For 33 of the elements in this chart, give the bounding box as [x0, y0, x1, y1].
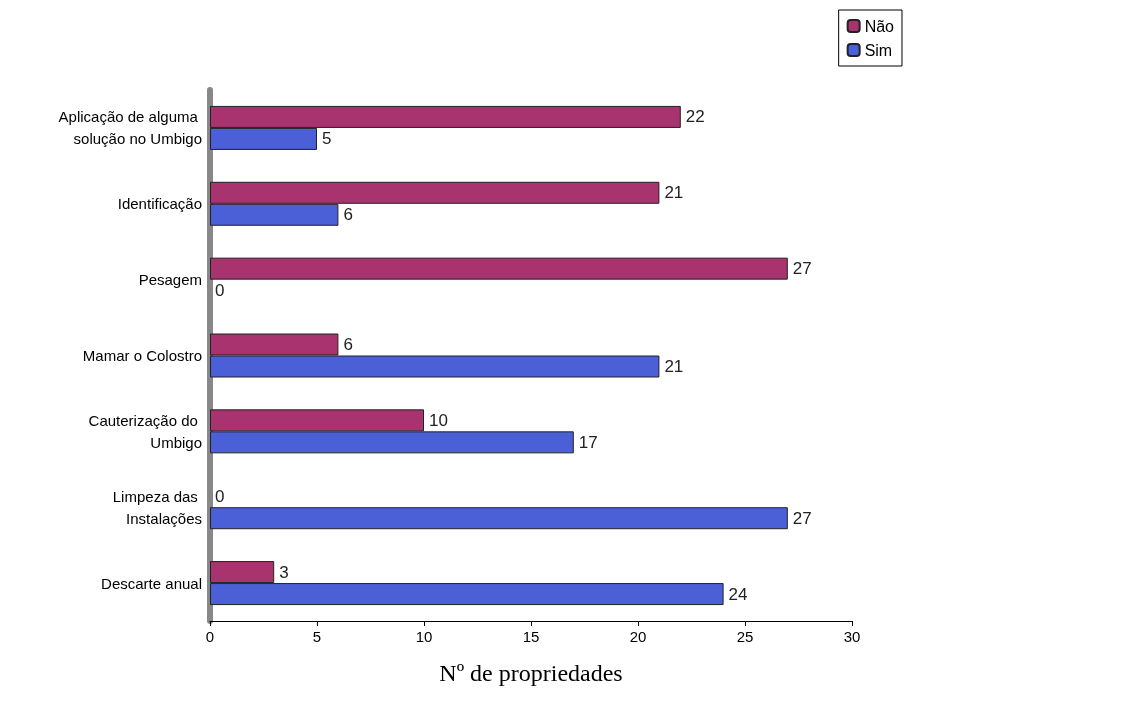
x-tick-label: 10 — [415, 628, 433, 645]
y-tick-label: Cauterização do Umbigo — [88, 411, 202, 451]
x-tick-label: 15 — [522, 628, 540, 645]
x-tick-label: 5 — [312, 628, 322, 645]
y-tick-label: Limpeza das Instalações — [112, 487, 202, 527]
data-label: 3 — [279, 562, 289, 582]
bar — [210, 257, 788, 280]
data-label: 27 — [792, 508, 812, 528]
bar — [210, 507, 788, 530]
data-label: 0 — [215, 486, 225, 506]
data-label: 24 — [728, 584, 748, 604]
x-tick-label: 0 — [205, 628, 215, 645]
legend-label: Sim — [864, 41, 893, 59]
data-label: 0 — [215, 281, 225, 301]
data-label: 21 — [664, 183, 684, 203]
data-label: 21 — [664, 357, 684, 376]
x-axis-title: Nº de propriedades — [439, 660, 623, 686]
y-tick-label: Pesagem — [138, 271, 202, 289]
x-tick-label: 30 — [843, 628, 861, 645]
data-label: 17 — [578, 432, 598, 452]
data-label: 6 — [343, 335, 353, 354]
y-tick-label: Identificação — [117, 195, 202, 213]
y-tick-label: Mamar o Colostro — [82, 347, 202, 364]
data-label: 6 — [343, 205, 353, 225]
data-label: 27 — [792, 259, 812, 279]
data-label: 10 — [429, 410, 448, 430]
data-label: 5 — [322, 129, 332, 149]
x-tick-label: 20 — [629, 628, 647, 645]
y-tick-label: Aplicação de alguma solução no Umbigo — [58, 108, 202, 148]
x-tick-label: 25 — [736, 628, 754, 645]
data-label: 22 — [685, 107, 705, 127]
legend-label: Não — [864, 17, 895, 35]
y-tick-label: Descarte anual — [101, 574, 202, 592]
